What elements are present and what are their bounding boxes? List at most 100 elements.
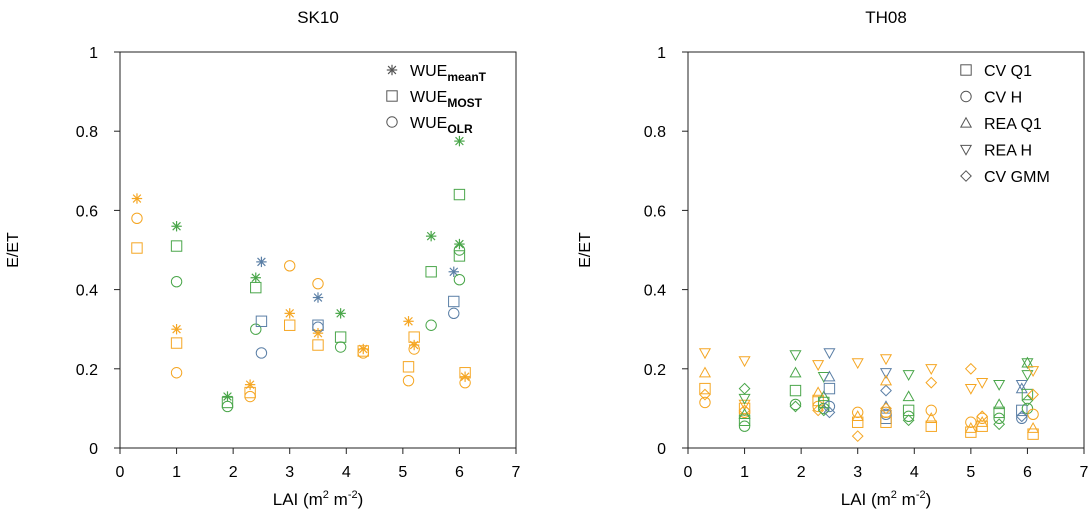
x-axis-label: LAI (m2 m-2) <box>841 489 932 509</box>
x-axis-label-sup: 2 <box>323 489 329 501</box>
x-axis-label-end: ) <box>926 490 932 509</box>
x-tick-label: 1 <box>172 464 181 481</box>
data-point-triangle-down <box>823 348 836 360</box>
data-point-circle <box>852 406 864 419</box>
data-point-triangle-down <box>812 360 825 372</box>
data-point-circle <box>425 319 437 331</box>
data-point-circle <box>789 398 802 411</box>
x-tick-label: 2 <box>229 464 238 481</box>
data-point-square <box>738 414 751 426</box>
legend-label: WUEOLR <box>410 115 473 136</box>
legend-label: WUEMOST <box>410 89 483 110</box>
data-point-star <box>312 327 324 339</box>
data-point-square <box>170 337 183 349</box>
data-point-square <box>976 420 988 432</box>
x-axis-label: LAI (m2 m-2) <box>273 489 364 509</box>
data-point-diamond <box>789 400 802 413</box>
data-point-circle <box>1016 412 1028 424</box>
y-tick-label: 0.4 <box>76 283 98 300</box>
x-tick-label: 5 <box>398 464 407 481</box>
data-point-star <box>171 324 182 335</box>
data-point-square <box>1016 404 1028 417</box>
data-point-circle <box>699 396 711 409</box>
x-axis-label-end: ) <box>358 490 364 509</box>
x-tick-label: 6 <box>1023 464 1032 481</box>
x-axis-ticks: 0 1 2 3 4 5 6 7 <box>684 448 1089 481</box>
data-point-circle <box>357 347 369 359</box>
data-point-square <box>402 361 415 373</box>
data-point-square <box>244 386 256 399</box>
data-point-star <box>454 135 465 147</box>
data-point-circle <box>334 341 347 353</box>
x-tick-label: 3 <box>285 464 294 481</box>
data-point-diamond <box>851 430 864 443</box>
legend-marker-diamond <box>960 170 972 182</box>
data-point-circle <box>284 260 296 272</box>
x-tick-label: 6 <box>455 464 464 481</box>
y-tick-label: 0.2 <box>644 362 666 379</box>
data-point-star <box>425 230 437 242</box>
x-axis-label-mid: m <box>897 490 916 509</box>
data-point-square <box>902 404 915 417</box>
chart-title: SK10 <box>297 8 339 27</box>
data-point-triangle-down <box>1027 366 1040 378</box>
y-tick-label: 0.6 <box>644 203 666 220</box>
data-point-triangle-down <box>902 370 915 381</box>
data-point-circle <box>902 410 915 423</box>
data-point-star <box>222 391 233 402</box>
x-axis-label-sup: -2 <box>916 489 926 501</box>
data-point-star <box>335 308 346 319</box>
data-point-circle <box>170 367 183 379</box>
data-point-square <box>448 295 460 308</box>
data-point-triangle-up <box>1021 356 1034 368</box>
data-point-triangle-down <box>993 379 1006 391</box>
data-point-triangle-up <box>698 366 712 378</box>
legend-label: REA Q1 <box>984 116 1042 133</box>
plot-area <box>687 51 1085 449</box>
data-point-triangle-down <box>738 399 751 411</box>
data-point-circle <box>312 277 324 290</box>
data-point-triangle-down <box>1015 379 1028 391</box>
data-point-triangle-up <box>817 390 830 402</box>
data-point-triangle-up <box>993 398 1006 410</box>
data-point-triangle-down <box>976 378 989 389</box>
legend-label-text: REA H <box>984 143 1032 160</box>
data-point-triangle-up <box>738 408 751 419</box>
x-tick-label: 4 <box>342 464 351 481</box>
data-point-square <box>334 331 347 343</box>
data-point-triangle-down <box>789 350 802 362</box>
x-tick-label: 4 <box>910 464 919 481</box>
data-point-diamond <box>1021 394 1034 407</box>
data-point-square <box>284 319 296 331</box>
legend-marker-triangle-up <box>959 116 973 128</box>
data-point-circle <box>738 406 751 419</box>
data-point-star <box>284 308 295 319</box>
legend-label: CV Q1 <box>984 63 1032 80</box>
x-axis-label-sup: -2 <box>348 489 358 501</box>
data-point-triangle-up <box>789 366 802 378</box>
legend-label: REA H <box>984 143 1032 160</box>
data-point-diamond <box>902 414 915 427</box>
data-point-triangle-down <box>738 356 751 368</box>
y-axis-label: E/ET <box>5 232 22 268</box>
x-tick-label: 5 <box>966 464 975 481</box>
x-tick-label: 3 <box>853 464 862 481</box>
legend-label-sub: MOST <box>447 96 482 110</box>
legend-marker-triangle-down <box>959 144 973 156</box>
data-point-diamond <box>812 404 825 417</box>
data-points <box>131 135 471 413</box>
x-tick-label: 2 <box>797 464 806 481</box>
x-axis-label-mid: m <box>329 490 348 509</box>
x-axis-ticks: 0 1 2 3 4 5 6 7 <box>116 448 521 481</box>
data-point-triangle-up <box>823 370 836 382</box>
legend-label-text: REA Q1 <box>984 116 1042 133</box>
data-point-square <box>699 382 711 395</box>
chart-title: TH08 <box>865 8 907 27</box>
legend-label: CV GMM <box>984 169 1050 186</box>
data-point-square <box>250 281 262 294</box>
legend-label-text: CV H <box>984 90 1022 107</box>
legend-marker-circle <box>960 90 972 103</box>
y-tick-label: 0.4 <box>644 283 666 300</box>
legend-label-text: WUE <box>410 89 447 106</box>
data-point-square <box>425 266 437 278</box>
